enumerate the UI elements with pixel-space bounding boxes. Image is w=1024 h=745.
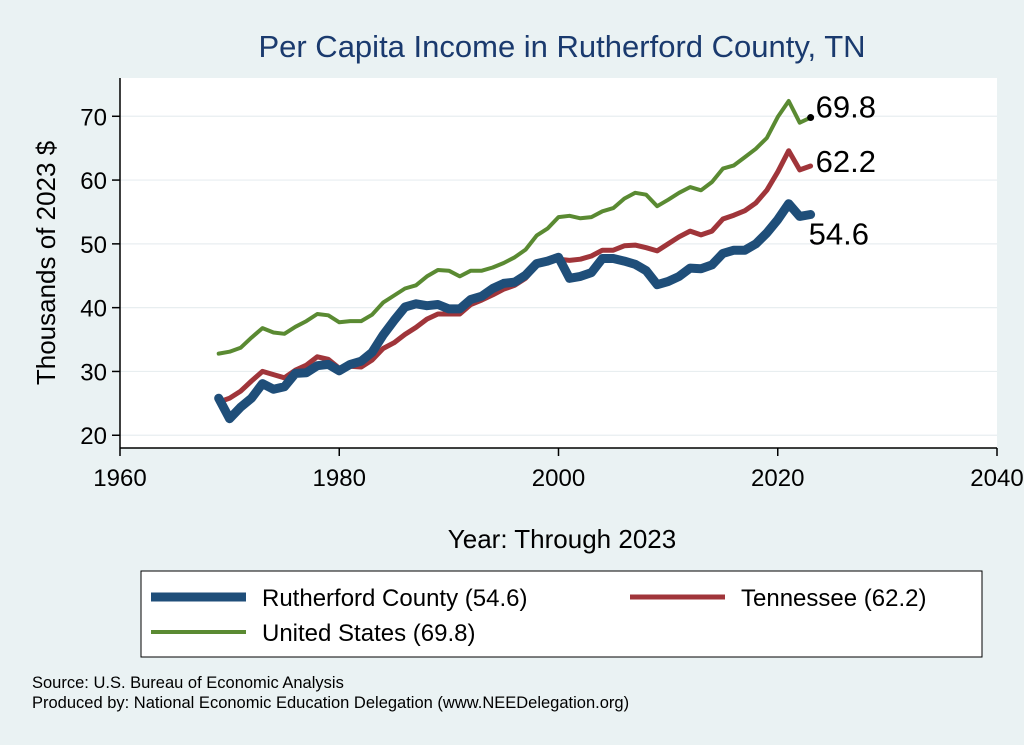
chart-title: Per Capita Income in Rutherford County, …	[258, 29, 865, 64]
legend-box	[140, 570, 983, 658]
y-tick-label-40: 40	[80, 296, 107, 323]
series-lines	[214, 99, 816, 424]
x-tick-label-1980: 1980	[313, 465, 366, 492]
end-label-tennessee: 62.2	[816, 144, 876, 179]
end-label-united-states: 69.8	[816, 90, 876, 125]
x-tick-label-2000: 2000	[532, 465, 585, 492]
x-tick-label-2020: 2020	[751, 465, 804, 492]
x-tick-label-1960: 1960	[93, 465, 146, 492]
legend-label-tennessee: Tennessee (62.2)	[741, 585, 926, 612]
x-tick-label-2040: 2040	[970, 465, 1023, 492]
legend-label-rutherford: Rutherford County (54.6)	[262, 585, 527, 612]
legend: Rutherford County (54.6) Tennessee (62.2…	[140, 570, 983, 658]
y-tick-label-30: 30	[80, 359, 107, 386]
y-tick-label-70: 70	[80, 104, 107, 131]
axes: 20 30 40 50 60 70 1960 1980 2000 2020 2040	[80, 78, 1024, 492]
source-note: Source: U.S. Bureau of Economic Analysis	[32, 674, 344, 692]
x-axis-label: Year: Through 2023	[448, 524, 676, 554]
y-axis-label: Thousands of 2023 $	[31, 140, 61, 385]
end-point-united-states	[807, 114, 815, 122]
y-tick-label-50: 50	[80, 232, 107, 259]
end-points: 69.8 62.2 54.6	[807, 90, 876, 252]
end-label-rutherford-county: 54.6	[809, 217, 869, 252]
legend-label-us: United States (69.8)	[262, 620, 475, 647]
series-line-rutherford-county	[214, 199, 816, 424]
y-tick-label-20: 20	[80, 423, 107, 450]
y-tick-label-60: 60	[80, 168, 107, 195]
produced-by-note: Produced by: National Economic Education…	[32, 694, 629, 712]
series-line-united-states	[216, 99, 813, 356]
